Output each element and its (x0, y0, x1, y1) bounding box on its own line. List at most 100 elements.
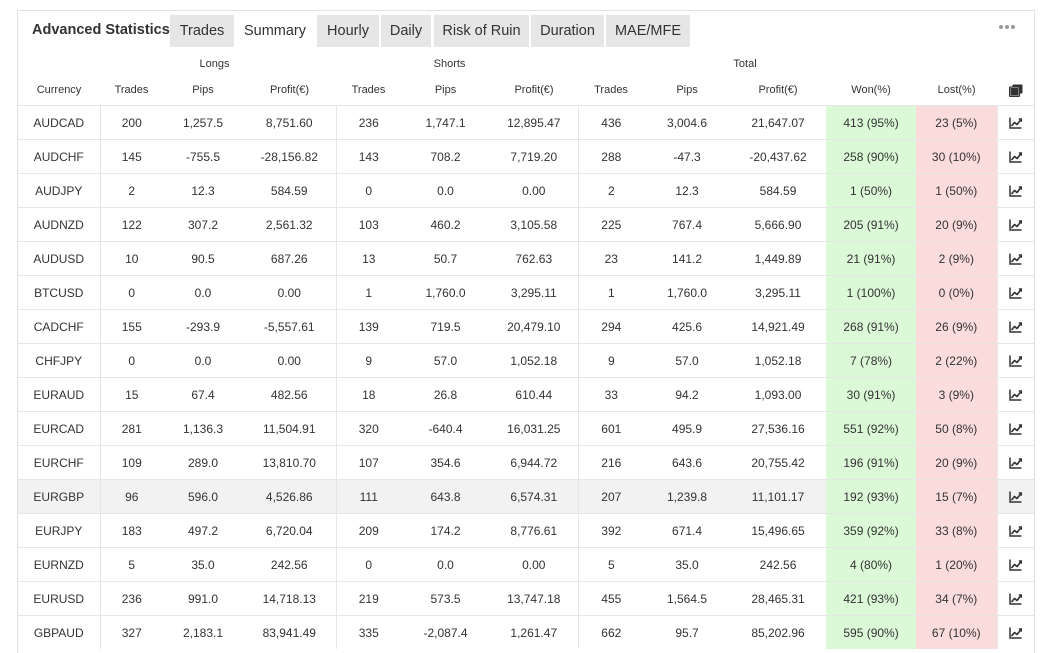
row-chart-button[interactable] (996, 547, 1034, 582)
cell-short-pips: 643.8 (401, 479, 491, 514)
cell-won: 196 (91%) (826, 445, 917, 480)
row-chart-button[interactable] (996, 581, 1034, 616)
col-currency[interactable]: Currency (36, 84, 82, 96)
chart-line-icon[interactable] (1009, 559, 1023, 572)
tab-risk-of-ruin[interactable]: Risk of Ruin (434, 15, 529, 47)
cell-long-profit: 6,720.04 (243, 513, 337, 548)
tab-duration[interactable]: Duration (531, 15, 604, 47)
cell-long-profit: -5,557.61 (243, 309, 337, 344)
cell-short-trades: 209 (335, 513, 402, 548)
chart-line-icon[interactable] (1009, 627, 1023, 640)
table-row: EURCHF 109 289.0 13,810.70 107 354.6 6,944.72 2… (18, 445, 1034, 480)
tab-summary[interactable]: Summary (236, 15, 314, 47)
cell-short-pips: 50.7 (401, 241, 491, 276)
chart-line-icon[interactable] (1009, 423, 1023, 436)
row-chart-button[interactable] (996, 615, 1034, 649)
cell-long-profit: 242.56 (243, 547, 337, 582)
cell-total-trades: 662 (577, 615, 645, 649)
chart-line-icon[interactable] (1009, 355, 1023, 368)
chart-line-icon[interactable] (1009, 151, 1023, 164)
row-chart-button[interactable] (996, 343, 1034, 378)
chart-line-icon[interactable] (1009, 491, 1023, 504)
tab-daily[interactable]: Daily (381, 15, 431, 47)
cell-lost: 2 (9%) (916, 241, 998, 276)
chart-line-icon[interactable] (1009, 253, 1023, 266)
col-total-profit[interactable]: Profit(€) (758, 84, 798, 96)
cell-total-pips: 1,760.0 (644, 275, 731, 310)
cell-won: 205 (91%) (826, 207, 917, 242)
cell-short-pips: -640.4 (401, 411, 491, 446)
row-chart-button[interactable] (996, 241, 1034, 276)
row-chart-button[interactable] (996, 139, 1034, 174)
cell-currency: BTCUSD (18, 275, 100, 310)
cell-lost: 67 (10%) (916, 615, 998, 649)
copy-button[interactable] (997, 75, 1034, 106)
col-long-profit[interactable]: Profit(€) (269, 84, 310, 96)
cell-long-pips: 12.3 (163, 173, 243, 208)
col-won[interactable]: Won(%) (851, 84, 891, 96)
table-row: EURJPY 183 497.2 6,720.04 209 174.2 8,776.61 39… (18, 513, 1034, 548)
cell-long-trades: 0 (99, 343, 163, 378)
cell-total-profit: 1,052.18 (730, 343, 827, 378)
table-row: BTCUSD 0 0.0 0.00 1 1,760.0 3,295.11 1 1,760.0 3,… (18, 275, 1034, 310)
row-chart-button[interactable] (996, 445, 1034, 480)
col-short-pips[interactable]: Pips (434, 84, 457, 96)
cell-short-pips: 26.8 (401, 377, 491, 412)
tab-mae-mfe[interactable]: MAE/MFE (606, 15, 690, 47)
chart-line-icon[interactable] (1009, 321, 1023, 334)
tab-hourly[interactable]: Hourly (317, 15, 379, 47)
cell-won: 7 (78%) (826, 343, 917, 378)
col-short-profit[interactable]: Profit(€) (514, 84, 554, 96)
chart-line-icon[interactable] (1009, 219, 1023, 232)
cell-long-trades: 236 (99, 581, 163, 616)
cell-long-pips: 90.5 (163, 241, 243, 276)
cell-won: 551 (92%) (826, 411, 917, 446)
col-short-trades[interactable]: Trades (351, 84, 386, 96)
chart-line-icon[interactable] (1009, 287, 1023, 300)
cell-long-profit: 584.59 (243, 173, 337, 208)
col-total-trades[interactable]: Trades (594, 84, 628, 96)
cell-lost: 15 (7%) (916, 479, 998, 514)
cell-long-profit: 4,526.86 (243, 479, 337, 514)
cell-short-pips: 57.0 (401, 343, 491, 378)
row-chart-button[interactable] (996, 309, 1034, 344)
cell-currency: AUDJPY (18, 173, 100, 208)
cell-won: 192 (93%) (826, 479, 917, 514)
col-long-pips[interactable]: Pips (192, 84, 214, 96)
row-chart-button[interactable] (996, 105, 1034, 140)
row-chart-button[interactable] (996, 173, 1034, 208)
cell-currency: EURJPY (18, 513, 100, 548)
cell-short-trades: 139 (335, 309, 402, 344)
cell-short-pips: 1,747.1 (401, 105, 491, 140)
chart-line-icon[interactable] (1009, 185, 1023, 198)
row-chart-button[interactable] (996, 411, 1034, 446)
row-chart-button[interactable] (996, 513, 1034, 548)
cell-long-pips: -293.9 (163, 309, 243, 344)
cell-short-profit: 20,479.10 (490, 309, 579, 344)
chart-line-icon[interactable] (1009, 593, 1023, 606)
cell-total-profit: 584.59 (730, 173, 827, 208)
more-dots-icon[interactable] (999, 19, 1017, 33)
cell-long-profit: 0.00 (243, 343, 337, 378)
tab-trades[interactable]: Trades (170, 15, 234, 47)
col-total-pips[interactable]: Pips (676, 84, 698, 96)
advanced-statistics-panel: Advanced Statistics Trades Summary Hourl… (17, 10, 1035, 653)
cell-short-pips: 174.2 (401, 513, 491, 548)
row-chart-button[interactable] (996, 275, 1034, 310)
col-lost[interactable]: Lost(%) (937, 84, 976, 96)
row-chart-button[interactable] (996, 479, 1034, 514)
chart-line-icon[interactable] (1009, 117, 1023, 130)
cell-lost: 20 (9%) (916, 445, 998, 480)
chart-line-icon[interactable] (1009, 525, 1023, 538)
cell-short-profit: 8,776.61 (490, 513, 579, 548)
cell-won: 413 (95%) (826, 105, 917, 140)
row-chart-button[interactable] (996, 207, 1034, 242)
cell-total-profit: 5,666.90 (730, 207, 827, 242)
cell-short-profit: 610.44 (490, 377, 579, 412)
copy-icon[interactable] (1008, 84, 1023, 97)
row-chart-button[interactable] (996, 377, 1034, 412)
col-long-trades[interactable]: Trades (114, 84, 149, 96)
cell-total-pips: -47.3 (644, 139, 731, 174)
chart-line-icon[interactable] (1009, 457, 1023, 470)
chart-line-icon[interactable] (1009, 389, 1023, 402)
